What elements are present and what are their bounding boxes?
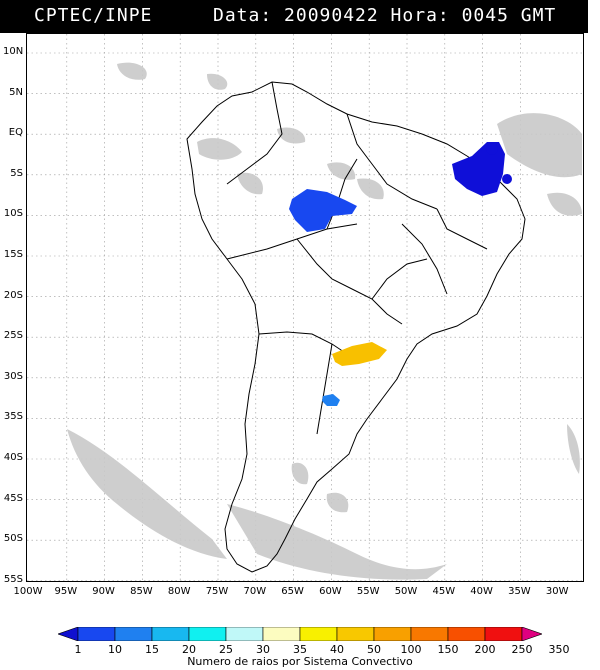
longitude-label: 40W xyxy=(470,586,493,597)
legend-tick-label: 350 xyxy=(548,643,570,656)
legend-swatch xyxy=(447,627,486,641)
legend-swatch xyxy=(58,627,79,641)
latitude-label: 30S xyxy=(3,370,23,382)
legend-swatch xyxy=(373,627,412,641)
legend-tick-label: 15 xyxy=(145,643,159,656)
latitude-label: 40S xyxy=(3,452,23,463)
legend-swatch xyxy=(410,627,449,641)
coastlines-and-borders xyxy=(186,81,526,573)
latitude-label: 5N xyxy=(9,86,23,98)
legend-tick-label: 200 xyxy=(474,643,496,656)
longitude-label: 95W xyxy=(54,586,78,597)
legend-tick-label: 100 xyxy=(400,643,422,656)
latitude-label: 50S xyxy=(3,533,23,545)
legend-swatch xyxy=(188,627,227,641)
legend-swatch xyxy=(77,627,116,641)
legend-tick-label: 1 xyxy=(74,643,82,656)
latitude-label: 25S xyxy=(3,330,23,342)
lightning-map xyxy=(27,34,583,581)
legend-color-bar xyxy=(58,627,542,641)
longitude-label: 75W xyxy=(205,586,229,597)
legend-tick-label: 50 xyxy=(367,643,381,656)
map-panel xyxy=(26,33,584,582)
legend-tick-label: 40 xyxy=(330,643,344,656)
legend-swatch xyxy=(151,627,190,641)
latitude-label: 55S xyxy=(3,573,23,585)
legend-title: Numero de raios por Sistema Convectivo xyxy=(187,655,413,668)
longitude-label: 30W xyxy=(545,586,569,597)
legend-swatch xyxy=(262,627,301,641)
legend-swatch xyxy=(225,627,264,641)
agency-label: CPTEC/INPE xyxy=(34,5,153,26)
legend-tick-label: 150 xyxy=(437,643,459,656)
longitude-label: 50W xyxy=(394,586,418,597)
legend-tick-label: 25 xyxy=(219,643,233,656)
legend-swatch xyxy=(336,627,375,641)
longitude-label: 70W xyxy=(243,586,267,597)
legend-swatch xyxy=(114,627,153,641)
legend-swatch xyxy=(299,627,338,641)
legend-tick-label: 250 xyxy=(511,643,533,656)
longitude-label: 65W xyxy=(281,586,304,597)
legend-tick-label: 20 xyxy=(182,643,196,656)
longitude-label: 45W xyxy=(432,586,456,597)
title-bar: CPTEC/INPE Data: 20090422 Hora: 0045 GMT xyxy=(0,0,588,33)
longitude-label: 100W xyxy=(13,586,43,597)
legend-tick-label: 35 xyxy=(293,643,307,656)
cloud-cover xyxy=(67,62,582,580)
graticule-grid xyxy=(27,34,583,581)
longitude-label: 60W xyxy=(319,586,342,597)
convective-system-northeast xyxy=(452,142,512,196)
longitude-label: 80W xyxy=(167,586,191,597)
legend-swatch xyxy=(484,627,523,641)
latitude-label: 10S xyxy=(3,208,23,220)
latitude-label: 5S xyxy=(10,167,23,179)
legend-tick-label: 10 xyxy=(108,643,122,656)
longitude-label: 55W xyxy=(356,586,380,597)
legend-tick-label: 30 xyxy=(256,643,270,656)
convective-system-amazon xyxy=(289,189,357,232)
latitude-label: 45S xyxy=(3,492,23,504)
latitude-label: 20S xyxy=(3,289,23,301)
convective-system-uruguay xyxy=(322,394,340,406)
latitude-label: 15S xyxy=(3,249,23,260)
legend-swatch xyxy=(521,627,542,641)
latitude-label: 35S xyxy=(3,411,23,423)
latitude-label: EQ xyxy=(8,127,23,139)
longitude-label: 90W xyxy=(92,586,115,597)
longitude-label: 85W xyxy=(130,586,153,597)
longitude-label: 35W xyxy=(508,586,531,597)
convective-system-south xyxy=(332,342,387,366)
latitude-label: 10N xyxy=(3,46,24,57)
date-time-label: Data: 20090422 Hora: 0045 GMT xyxy=(213,5,557,26)
